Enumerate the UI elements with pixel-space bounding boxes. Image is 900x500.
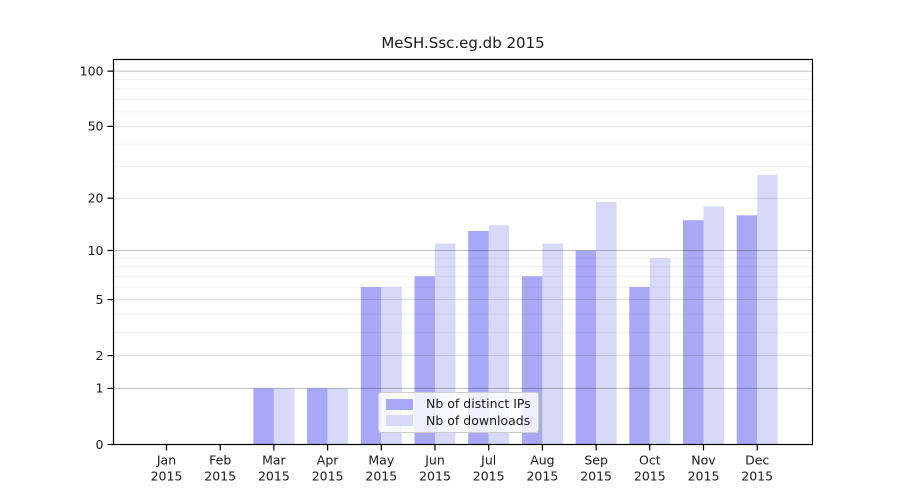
axis-ticks-and-labels: 0125102050100Jan2015Feb2015Mar2015Apr201… (80, 63, 773, 483)
x-tick-label-year: 2015 (634, 469, 666, 484)
legend-swatch-downloads (386, 415, 413, 427)
bar-may-series0 (360, 287, 382, 445)
x-tick-label-month: Apr (317, 453, 339, 468)
x-tick-label-month: Jan (156, 453, 176, 468)
bar-oct-series0 (629, 287, 650, 445)
bar-nov-series0 (683, 220, 704, 445)
x-tick-label-year: 2015 (258, 469, 290, 484)
y-tick-label: 50 (88, 119, 104, 134)
x-tick-label-year: 2015 (580, 469, 612, 484)
x-tick-label-year: 2015 (419, 469, 451, 484)
x-tick-label-year: 2015 (312, 469, 344, 484)
legend-item-downloads: Nb of downloads (386, 412, 531, 428)
x-tick-label-month: Sep (584, 453, 608, 468)
bar-aug-series1 (542, 243, 563, 445)
plot-frame (112, 58, 814, 446)
x-tick-label-month: Aug (530, 453, 554, 468)
bar-nov-series1 (703, 206, 724, 445)
bar-apr-series1 (327, 388, 349, 445)
x-tick-label-month: Nov (691, 453, 716, 468)
legend-label-distinct-ips: Nb of distinct IPs (426, 396, 531, 411)
x-tick-label-month: Oct (639, 453, 661, 468)
legend-label-downloads: Nb of downloads (426, 412, 531, 428)
x-tick-label-month: May (368, 453, 394, 468)
y-tick-label: 5 (96, 292, 104, 307)
x-tick-label-month: Jul (480, 453, 496, 468)
legend-swatch-distinct-ips (386, 398, 413, 410)
y-tick-label: 20 (88, 190, 104, 205)
x-tick-label-month: Dec (745, 453, 769, 468)
y-tick-label: 10 (88, 243, 104, 258)
legend-item-distinct-ips: Nb of distinct IPs (386, 396, 531, 411)
bar-sep-series1 (596, 202, 617, 445)
x-tick-label-month: Jun (424, 453, 445, 468)
y-tick-label: 2 (96, 348, 104, 363)
plot-border (112, 58, 814, 446)
y-tick-label: 0 (96, 437, 104, 452)
x-tick-label-year: 2015 (688, 469, 720, 484)
bar-mar-series1 (273, 388, 295, 445)
bar-jul-series1 (488, 225, 510, 445)
bar-jul-series0 (468, 231, 489, 445)
chart-title: MeSH.Ssc.eg.db 2015 (381, 34, 544, 52)
bar-dec-series1 (757, 174, 778, 445)
x-tick-label-year: 2015 (365, 469, 397, 484)
x-tick-label-year: 2015 (473, 469, 505, 484)
x-tick-label-year: 2015 (204, 469, 236, 484)
y-tick-label: 1 (96, 381, 104, 396)
bar-mar-series0 (253, 388, 274, 445)
bar-apr-series0 (307, 388, 328, 445)
bar-oct-series1 (649, 258, 671, 445)
bar-sep-series0 (575, 250, 597, 445)
x-tick-label-month: Mar (262, 453, 286, 468)
x-tick-label-year: 2015 (741, 469, 773, 484)
x-tick-label-year: 2015 (526, 469, 558, 484)
x-tick-label-month: Feb (209, 453, 231, 468)
gridlines-layer (113, 70, 813, 389)
y-tick-label: 100 (80, 63, 104, 78)
legend: Nb of distinct IPs Nb of downloads (378, 392, 539, 433)
x-tick-label-year: 2015 (151, 469, 183, 484)
bar-dec-series0 (736, 215, 758, 445)
